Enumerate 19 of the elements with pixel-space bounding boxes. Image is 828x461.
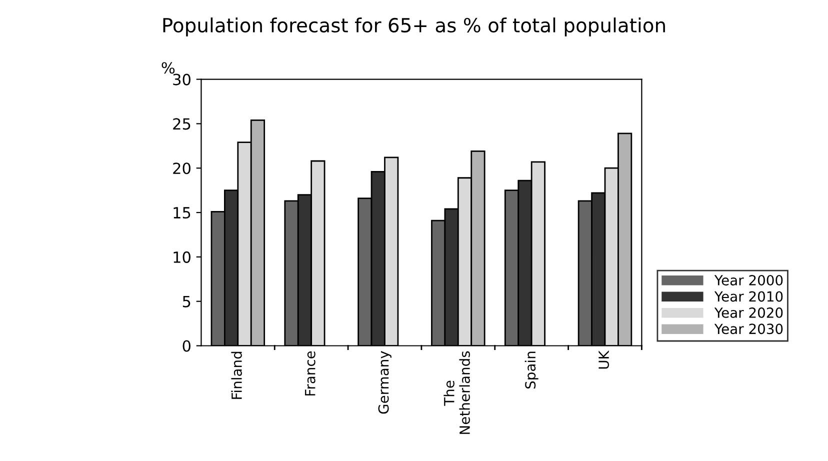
x-tick-label: UK [598, 350, 610, 369]
y-tick-label: 25 [173, 118, 190, 130]
x-tick-label: The Netherlands [444, 351, 470, 434]
y-tick-label: 5 [182, 296, 190, 308]
y-tick-label: 20 [173, 162, 190, 174]
legend-label: Year 2010 [714, 291, 783, 302]
y-axis-title: % [162, 62, 175, 74]
y-tick-label: 15 [174, 207, 190, 219]
legend-label: Year 2030 [714, 324, 783, 334]
x-tick-label: Finland [231, 352, 242, 399]
y-tick-label: 10 [174, 251, 190, 263]
y-tick-label: 0 [182, 340, 190, 352]
x-tick-label: France [305, 351, 316, 396]
legend-label: Year 2020 [714, 307, 783, 318]
chart-title: Population forecast for 65+ as % of total population [163, 17, 665, 36]
x-tick-label: Spain [524, 352, 538, 388]
legend-label: Year 2000 [714, 274, 783, 286]
x-tick-label: Germany [378, 351, 392, 414]
y-tick-label: 30 [173, 74, 190, 86]
